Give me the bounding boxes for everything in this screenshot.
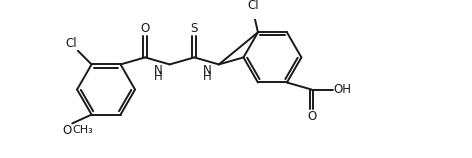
Text: O: O	[141, 22, 150, 35]
Text: H: H	[154, 70, 163, 83]
Text: O: O	[62, 124, 71, 137]
Text: Cl: Cl	[66, 37, 77, 50]
Text: S: S	[191, 22, 198, 35]
Text: OH: OH	[333, 83, 352, 96]
Text: CH₃: CH₃	[72, 125, 93, 135]
Text: N: N	[203, 64, 212, 76]
Text: N: N	[154, 64, 163, 76]
Text: Cl: Cl	[248, 0, 260, 12]
Text: O: O	[308, 110, 317, 123]
Text: H: H	[203, 70, 212, 83]
